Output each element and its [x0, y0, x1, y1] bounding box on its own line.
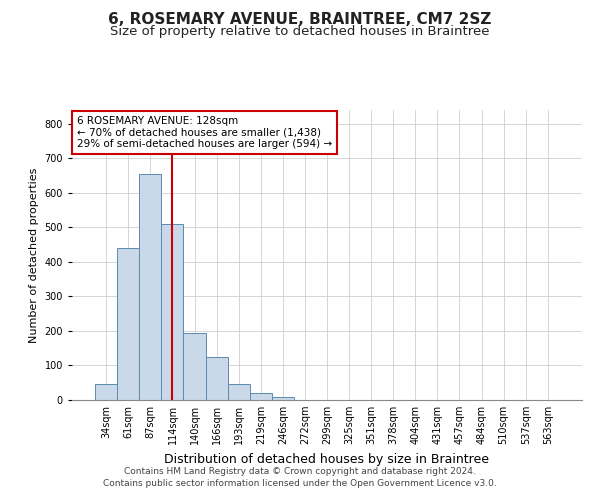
Bar — [250, 393, 272, 400]
Text: Size of property relative to detached houses in Braintree: Size of property relative to detached ho… — [110, 25, 490, 38]
Bar — [95, 384, 117, 400]
Text: 6 ROSEMARY AVENUE: 128sqm
← 70% of detached houses are smaller (1,438)
29% of se: 6 ROSEMARY AVENUE: 128sqm ← 70% of detac… — [77, 116, 332, 149]
Bar — [139, 174, 161, 400]
Bar — [227, 384, 250, 400]
Bar — [117, 248, 139, 400]
Text: Contains HM Land Registry data © Crown copyright and database right 2024.: Contains HM Land Registry data © Crown c… — [124, 467, 476, 476]
Bar — [206, 357, 227, 400]
Bar — [272, 397, 294, 400]
X-axis label: Distribution of detached houses by size in Braintree: Distribution of detached houses by size … — [164, 452, 490, 466]
Text: Contains public sector information licensed under the Open Government Licence v3: Contains public sector information licen… — [103, 478, 497, 488]
Bar — [184, 334, 206, 400]
Y-axis label: Number of detached properties: Number of detached properties — [29, 168, 39, 342]
Bar — [161, 224, 184, 400]
Text: 6, ROSEMARY AVENUE, BRAINTREE, CM7 2SZ: 6, ROSEMARY AVENUE, BRAINTREE, CM7 2SZ — [109, 12, 491, 28]
